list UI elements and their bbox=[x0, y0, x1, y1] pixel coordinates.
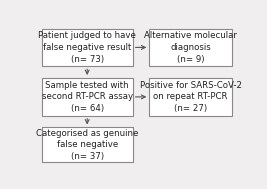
Text: Positive for SARS-CoV-2
on repeat RT-PCR
(n= 27): Positive for SARS-CoV-2 on repeat RT-PCR… bbox=[140, 81, 242, 113]
Text: Patient judged to have
false negative result
(n= 73): Patient judged to have false negative re… bbox=[38, 31, 136, 64]
FancyBboxPatch shape bbox=[42, 127, 133, 162]
Text: Alternative molecular
diagnosis
(n= 9): Alternative molecular diagnosis (n= 9) bbox=[144, 31, 237, 64]
FancyBboxPatch shape bbox=[149, 78, 232, 116]
FancyBboxPatch shape bbox=[42, 78, 133, 116]
FancyBboxPatch shape bbox=[42, 29, 133, 66]
Text: Sample tested with
second RT-PCR assay
(n= 64): Sample tested with second RT-PCR assay (… bbox=[42, 81, 133, 113]
Text: Categorised as genuine
false negative
(n= 37): Categorised as genuine false negative (n… bbox=[36, 129, 138, 161]
FancyBboxPatch shape bbox=[149, 29, 232, 66]
